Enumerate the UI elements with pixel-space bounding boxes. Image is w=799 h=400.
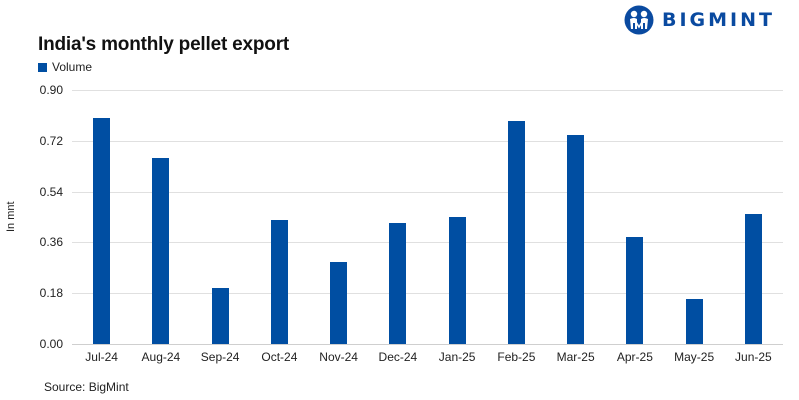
bar-feb-25 [507, 121, 525, 344]
x-tick-label: Jul-24 [85, 350, 118, 364]
bar-nov-24 [330, 262, 348, 344]
bar-jun-25 [744, 214, 762, 344]
x-tick-label: Mar-25 [556, 350, 595, 364]
x-tick-label: Sep-24 [200, 350, 240, 364]
gridline [72, 191, 783, 193]
x-tick-label: May-25 [674, 350, 715, 364]
x-tick-label: Oct-24 [261, 350, 298, 364]
bar-mar-25 [567, 135, 585, 344]
bar-aug-24 [152, 157, 170, 344]
x-tick-label: Jun-25 [735, 350, 772, 364]
x-tick-label: Aug-24 [141, 350, 181, 364]
x-tick-label: Jan-25 [438, 350, 476, 364]
chart-title: India's monthly pellet export [38, 34, 290, 55]
y-tick-label: 0.72 [39, 133, 63, 148]
bar-jan-25 [448, 217, 466, 344]
bigmint-people-icon [624, 5, 654, 35]
y-axis-label: In mnt [5, 201, 17, 232]
x-tick-label: Nov-24 [319, 350, 358, 364]
bar-jul-24 [93, 118, 111, 344]
bigmint-logo: BIGMINT [624, 5, 775, 35]
bar-apr-25 [626, 236, 644, 344]
x-tick-label: Apr-25 [616, 350, 653, 364]
legend: Volume [38, 60, 92, 74]
gridline [72, 140, 783, 142]
gridline [72, 242, 783, 244]
y-tick-label: 0.54 [39, 184, 63, 199]
x-tick-label: Feb-25 [497, 350, 536, 364]
bar-dec-24 [389, 222, 407, 344]
gridline [72, 344, 783, 345]
x-tick-label: Dec-24 [378, 350, 418, 364]
plot-area: 0.00 0.18 0.36 0.54 0.72 0.90 Jul-24 Aug-24 Sep-… [40, 83, 783, 364]
y-tick-label: 0.36 [39, 235, 63, 250]
y-tick-label: 0.00 [39, 337, 63, 351]
y-tick-label: 0.90 [39, 83, 63, 97]
legend-swatch [38, 62, 47, 72]
source-note: Source: BigMint [44, 380, 129, 394]
bar-may-25 [685, 298, 703, 344]
gridline [72, 293, 783, 295]
legend-label: Volume [52, 60, 93, 74]
gridline [72, 90, 783, 91]
bar-oct-24 [270, 219, 288, 344]
bar-sep-24 [211, 287, 229, 344]
y-tick-label: 0.18 [39, 286, 63, 301]
logo-text: BIGMINT [662, 9, 775, 31]
